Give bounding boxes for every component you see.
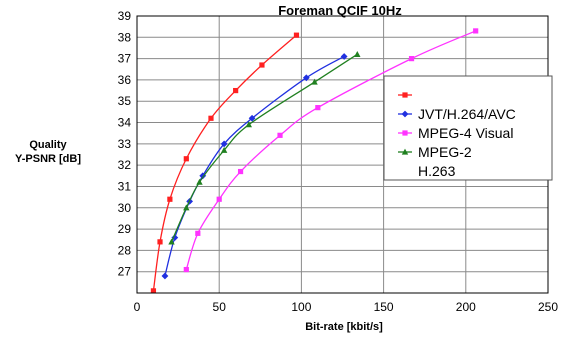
data-point xyxy=(168,238,175,245)
data-point xyxy=(354,50,361,57)
data-point xyxy=(248,114,256,122)
y-axis-label-line-1: Quality xyxy=(29,139,67,151)
y-tick-label: 27 xyxy=(118,265,132,279)
data-point xyxy=(233,87,239,94)
y-axis-label-line-2: Y-PSNR [dB] xyxy=(15,153,81,165)
data-point xyxy=(167,196,173,202)
data-point xyxy=(183,266,189,273)
y-tick-label: 29 xyxy=(118,222,132,236)
data-point xyxy=(277,132,283,138)
y-tick-label: 38 xyxy=(118,30,132,44)
data-point xyxy=(315,105,321,111)
y-tick-label: 34 xyxy=(118,116,132,130)
y-tick-label: 35 xyxy=(118,94,132,108)
y-tick-label: 39 xyxy=(118,9,132,23)
y-tick-label: 31 xyxy=(118,179,132,193)
legend-label: H.263 xyxy=(418,163,456,179)
data-point xyxy=(195,230,201,236)
legend-item xyxy=(398,92,412,98)
chart-title: Foreman QCIF 10Hz xyxy=(278,3,402,18)
data-point xyxy=(196,178,203,185)
legend-label: JVT/H.264/AVC xyxy=(418,106,516,122)
tick-labels: 27 28 29 30 31 32 33 34 35 36 37 38 39 0 50 100 150 200 25… xyxy=(118,9,559,314)
legend-item: JVT/H.264/AVC xyxy=(398,106,516,122)
legend-item: H.263 xyxy=(418,163,456,179)
data-point xyxy=(150,288,157,294)
x-tick-label: 100 xyxy=(291,300,311,314)
legend-label: MPEG-2 xyxy=(418,144,472,160)
data-point xyxy=(220,146,228,153)
data-point xyxy=(473,28,479,34)
series-3 xyxy=(183,28,479,273)
x-tick-label: 150 xyxy=(374,300,394,314)
data-point xyxy=(245,121,252,128)
legend-swatch-marker xyxy=(401,148,409,155)
series-4 xyxy=(168,50,361,245)
legend-label: MPEG-4 Visual xyxy=(418,125,513,141)
y-tick-label: 28 xyxy=(118,243,132,257)
data-point xyxy=(183,156,189,162)
data-point xyxy=(157,239,163,245)
x-tick-label: 250 xyxy=(538,300,558,314)
data-point xyxy=(408,56,415,62)
legend-item: MPEG-2 xyxy=(398,144,472,160)
data-point xyxy=(293,32,300,38)
y-tick-label: 32 xyxy=(118,158,132,172)
data-point xyxy=(208,115,214,121)
x-tick-label: 50 xyxy=(213,300,227,314)
data-point xyxy=(340,53,348,60)
data-point xyxy=(311,78,318,85)
legend-items: JVT/H.264/AVC MPEG-4 Visual MPEG-2 H.263 xyxy=(398,92,516,179)
legend-swatch-marker xyxy=(402,92,408,98)
legend-box xyxy=(383,75,553,181)
legend: JVT/H.264/AVC MPEG-4 Visual MPEG-2 H.263 xyxy=(383,75,553,181)
y-tick-label: 36 xyxy=(118,73,132,87)
data-point xyxy=(302,74,310,82)
x-axis-label: Bit-rate [kbit/s] xyxy=(305,321,383,333)
data-point xyxy=(183,204,190,211)
series-line xyxy=(164,55,345,277)
x-tick-label: 0 xyxy=(134,300,141,314)
series-layer xyxy=(150,28,479,294)
legend-swatch-marker xyxy=(401,110,409,118)
legend-item: MPEG-4 Visual xyxy=(398,125,513,141)
data-point xyxy=(199,172,207,180)
data-point xyxy=(220,140,228,148)
y-tick-label: 33 xyxy=(118,137,132,151)
data-point xyxy=(259,62,265,68)
series-1 xyxy=(150,32,300,294)
y-tick-label: 37 xyxy=(118,52,132,66)
data-point xyxy=(237,168,244,175)
series-2 xyxy=(161,53,348,280)
legend-swatch-marker xyxy=(402,130,408,136)
series-line xyxy=(152,34,297,291)
data-point xyxy=(216,196,222,202)
x-tick-label: 200 xyxy=(456,300,476,314)
data-point xyxy=(161,272,169,280)
y-tick-label: 30 xyxy=(118,201,132,215)
